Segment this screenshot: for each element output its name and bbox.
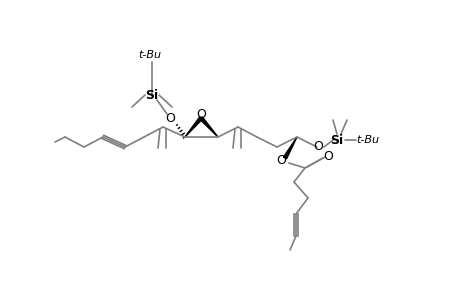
Text: O: O xyxy=(275,154,285,167)
Polygon shape xyxy=(185,117,202,137)
Text: t-Bu: t-Bu xyxy=(138,50,161,60)
Text: Si: Si xyxy=(145,88,158,101)
Text: O: O xyxy=(322,151,332,164)
Polygon shape xyxy=(199,117,218,137)
Text: O: O xyxy=(196,109,206,122)
Polygon shape xyxy=(283,137,297,159)
Text: Si: Si xyxy=(330,134,343,146)
Text: O: O xyxy=(313,140,322,154)
Text: O: O xyxy=(165,112,174,124)
Text: t-Bu: t-Bu xyxy=(356,135,379,145)
